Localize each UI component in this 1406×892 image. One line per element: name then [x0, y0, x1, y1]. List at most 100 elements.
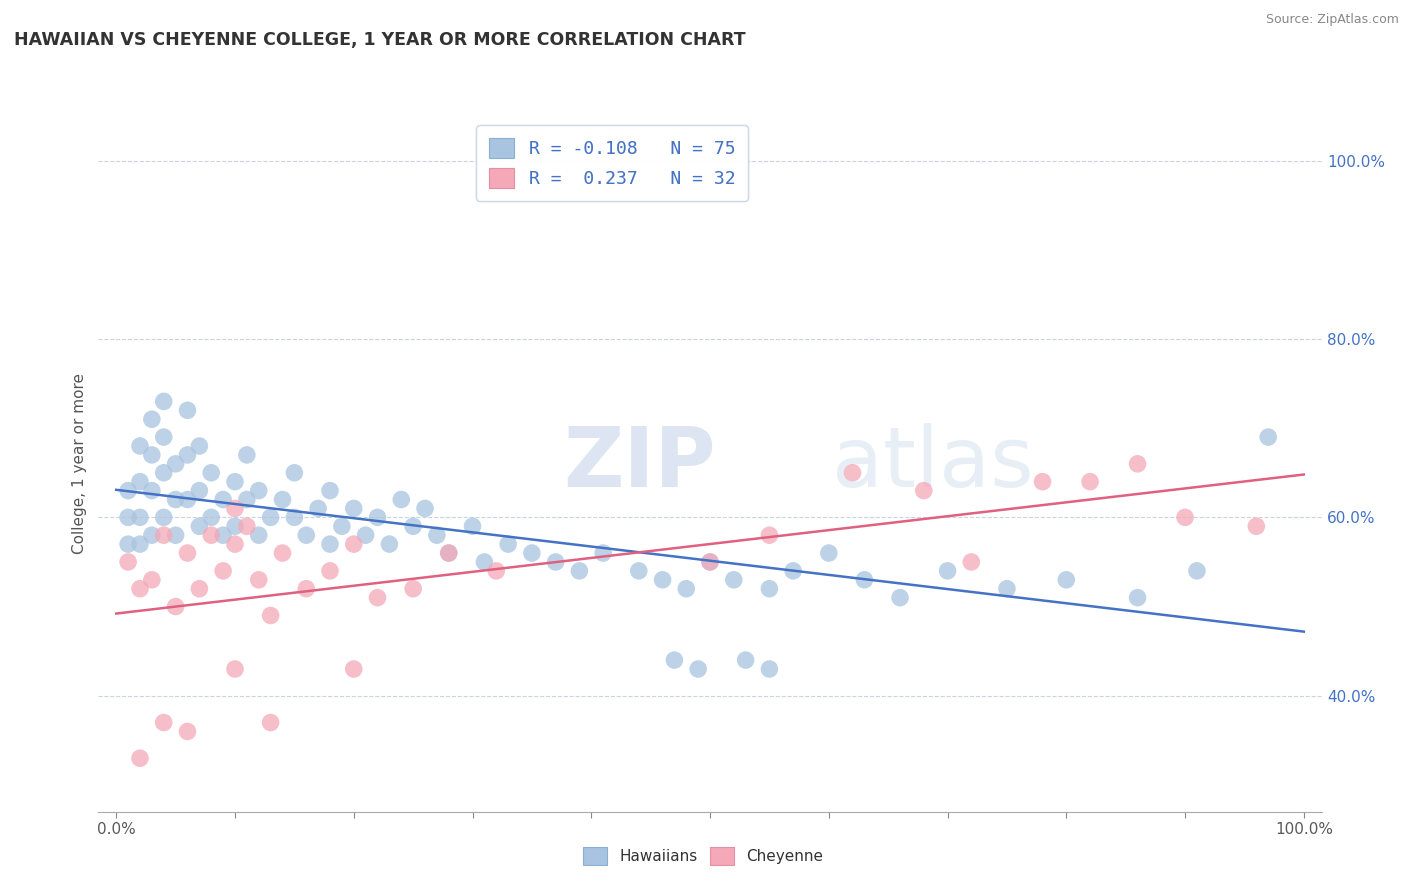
Point [117, 483, 139, 498]
Point [960, 555, 983, 569]
Point [224, 662, 246, 676]
Point [165, 528, 187, 542]
Point [688, 662, 710, 676]
Point [413, 501, 436, 516]
Point [188, 582, 211, 596]
Point [152, 430, 174, 444]
Point [699, 555, 721, 569]
Legend: R = -0.108   N = 75, R =  0.237   N = 32: R = -0.108 N = 75, R = 0.237 N = 32 [477, 125, 748, 201]
Point [141, 412, 163, 426]
Point [389, 492, 412, 507]
Point [295, 528, 318, 542]
Point [426, 528, 449, 542]
Point [366, 510, 388, 524]
Point [247, 483, 270, 498]
Point [817, 546, 839, 560]
Point [188, 519, 211, 533]
Point [782, 564, 804, 578]
Point [627, 564, 650, 578]
Point [1054, 573, 1077, 587]
Point [319, 483, 342, 498]
Point [651, 573, 673, 587]
Point [474, 555, 496, 569]
Point [200, 466, 222, 480]
Point [141, 483, 163, 498]
Point [117, 510, 139, 524]
Point [343, 501, 366, 516]
Point [1078, 475, 1101, 489]
Point [1174, 510, 1197, 524]
Point [841, 466, 863, 480]
Point [343, 662, 366, 676]
Point [188, 439, 211, 453]
Point [236, 492, 259, 507]
Legend: Hawaiians, Cheyenne: Hawaiians, Cheyenne [572, 837, 834, 875]
Text: atlas: atlas [832, 424, 1033, 504]
Point [319, 537, 342, 551]
Point [176, 403, 198, 417]
Point [129, 475, 152, 489]
Point [437, 546, 460, 560]
Point [912, 483, 935, 498]
Point [236, 448, 259, 462]
Point [366, 591, 388, 605]
Point [734, 653, 756, 667]
Point [176, 546, 198, 560]
Point [129, 751, 152, 765]
Point [319, 564, 342, 578]
Point [141, 528, 163, 542]
Point [188, 483, 211, 498]
Point [664, 653, 686, 667]
Point [520, 546, 543, 560]
Point [212, 564, 235, 578]
Text: Source: ZipAtlas.com: Source: ZipAtlas.com [1265, 13, 1399, 27]
Point [1246, 519, 1268, 533]
Point [152, 394, 174, 409]
Point [247, 528, 270, 542]
Point [675, 582, 697, 596]
Point [129, 582, 152, 596]
Point [496, 537, 519, 551]
Point [200, 528, 222, 542]
Point [141, 448, 163, 462]
Point [1126, 457, 1149, 471]
Point [129, 537, 152, 551]
Point [271, 492, 294, 507]
Point [437, 546, 460, 560]
Point [330, 519, 353, 533]
Point [224, 475, 246, 489]
Point [295, 582, 318, 596]
Point [1185, 564, 1208, 578]
Point [283, 466, 305, 480]
Point [259, 608, 281, 623]
Point [152, 466, 174, 480]
Point [117, 537, 139, 551]
Point [995, 582, 1018, 596]
Point [354, 528, 377, 542]
Point [129, 439, 152, 453]
Point [212, 492, 235, 507]
Point [758, 582, 780, 596]
Point [889, 591, 911, 605]
Point [176, 724, 198, 739]
Point [378, 537, 401, 551]
Point [224, 519, 246, 533]
Point [152, 715, 174, 730]
Point [592, 546, 614, 560]
Point [544, 555, 567, 569]
Point [1032, 475, 1054, 489]
Text: ZIP: ZIP [564, 424, 716, 504]
Point [402, 519, 425, 533]
Point [283, 510, 305, 524]
Point [485, 564, 508, 578]
Point [1126, 591, 1149, 605]
Point [176, 492, 198, 507]
Point [141, 573, 163, 587]
Point [176, 448, 198, 462]
Point [236, 519, 259, 533]
Point [165, 599, 187, 614]
Point [165, 492, 187, 507]
Point [259, 510, 281, 524]
Point [224, 501, 246, 516]
Point [212, 528, 235, 542]
